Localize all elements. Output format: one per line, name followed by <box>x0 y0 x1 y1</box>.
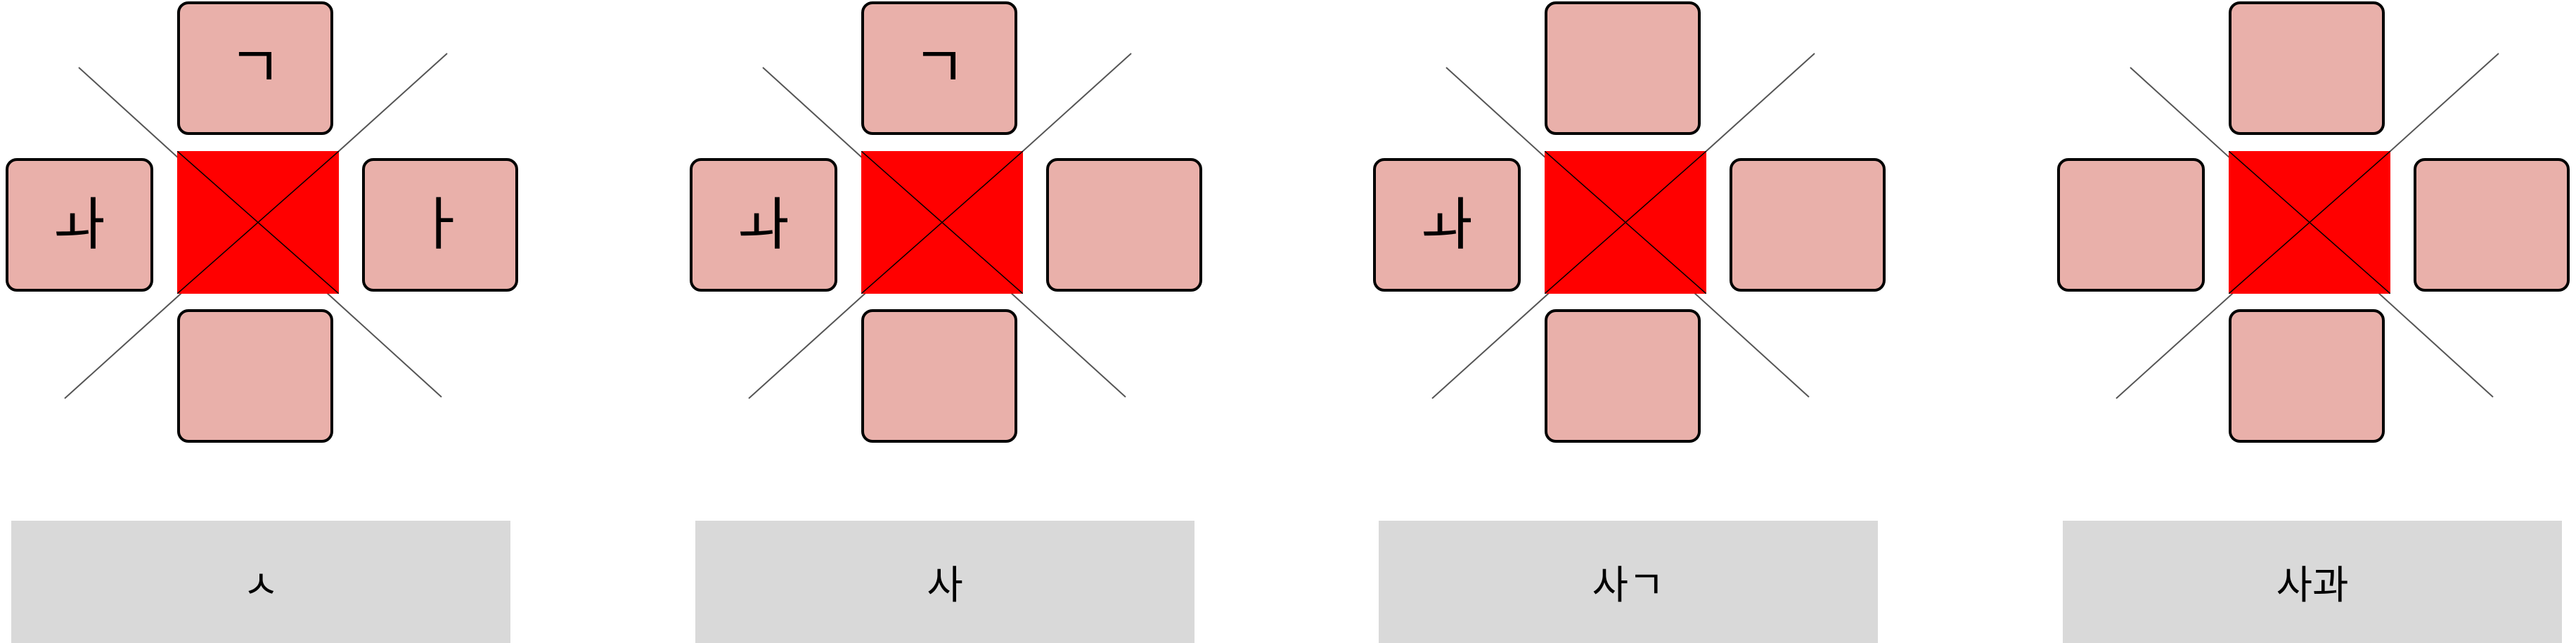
key-bottom[interactable] <box>177 309 333 443</box>
key-top[interactable]: ㄱ <box>861 1 1017 135</box>
key-right[interactable] <box>2414 158 2570 292</box>
composed-text: 사과 <box>2063 521 2562 643</box>
gesture-panel: ㅘ 사ㄱ <box>1367 0 1888 643</box>
key-bottom[interactable] <box>861 309 1017 443</box>
key-bottom[interactable] <box>1545 309 1701 443</box>
key-left[interactable]: ㅘ <box>690 158 837 292</box>
center-key[interactable] <box>1545 151 1706 294</box>
gesture-panel: ㄱ ㅘ 사 <box>684 0 1204 643</box>
key-right[interactable] <box>1730 158 1886 292</box>
composed-text: 사 <box>695 521 1194 643</box>
key-right[interactable] <box>1046 158 1202 292</box>
key-top[interactable] <box>1545 1 1701 135</box>
center-key[interactable] <box>861 151 1023 294</box>
composed-text: 사ㄱ <box>1379 521 1878 643</box>
key-top[interactable] <box>2229 1 2385 135</box>
composed-text: ㅅ <box>11 521 510 643</box>
gesture-panel: 사과 <box>2052 0 2572 643</box>
key-top[interactable]: ㄱ <box>177 1 333 135</box>
key-left[interactable]: ㅘ <box>6 158 153 292</box>
center-key[interactable] <box>2229 151 2390 294</box>
gesture-panel: ㄱ ㅘ ㅏ ㅅ <box>0 0 520 643</box>
key-left[interactable]: ㅘ <box>1373 158 1521 292</box>
key-bottom[interactable] <box>2229 309 2385 443</box>
center-key[interactable] <box>177 151 339 294</box>
key-right[interactable]: ㅏ <box>362 158 518 292</box>
key-left[interactable] <box>2057 158 2205 292</box>
